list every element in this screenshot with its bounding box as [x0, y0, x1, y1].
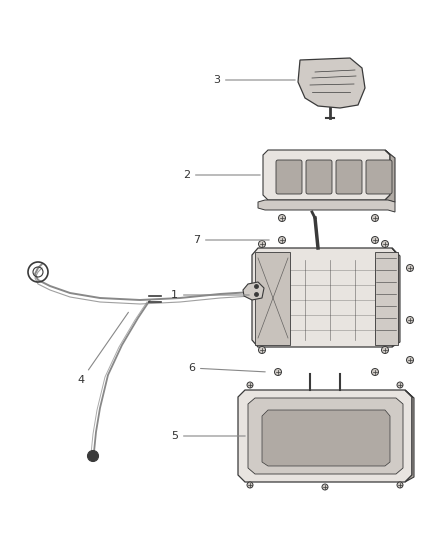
Circle shape: [258, 346, 265, 353]
Polygon shape: [375, 252, 398, 345]
Circle shape: [397, 482, 403, 488]
Circle shape: [279, 214, 286, 222]
Text: 6: 6: [188, 363, 265, 373]
Text: 5: 5: [171, 431, 245, 441]
Circle shape: [247, 382, 253, 388]
Polygon shape: [238, 390, 412, 482]
Polygon shape: [392, 248, 400, 347]
Circle shape: [406, 357, 413, 364]
Circle shape: [275, 368, 282, 376]
Circle shape: [371, 368, 378, 376]
Circle shape: [322, 484, 328, 490]
Circle shape: [258, 240, 265, 247]
Text: 4: 4: [78, 312, 128, 385]
Polygon shape: [263, 150, 390, 200]
Polygon shape: [298, 58, 365, 108]
Polygon shape: [248, 398, 403, 474]
Circle shape: [406, 264, 413, 271]
Polygon shape: [262, 410, 390, 466]
Polygon shape: [385, 150, 395, 202]
Circle shape: [397, 382, 403, 388]
Circle shape: [381, 240, 389, 247]
Text: 2: 2: [183, 170, 260, 180]
Circle shape: [371, 214, 378, 222]
FancyBboxPatch shape: [306, 160, 332, 194]
Polygon shape: [243, 282, 264, 300]
Polygon shape: [405, 390, 414, 482]
FancyBboxPatch shape: [276, 160, 302, 194]
Circle shape: [247, 482, 253, 488]
Circle shape: [406, 317, 413, 324]
Circle shape: [381, 346, 389, 353]
Polygon shape: [258, 200, 395, 212]
Text: 3: 3: [213, 75, 295, 85]
Circle shape: [279, 237, 286, 244]
Polygon shape: [252, 248, 398, 347]
Text: 1: 1: [171, 290, 249, 300]
Circle shape: [371, 237, 378, 244]
FancyBboxPatch shape: [336, 160, 362, 194]
FancyBboxPatch shape: [366, 160, 392, 194]
Polygon shape: [255, 252, 290, 345]
Text: 7: 7: [193, 235, 269, 245]
Circle shape: [88, 450, 99, 462]
